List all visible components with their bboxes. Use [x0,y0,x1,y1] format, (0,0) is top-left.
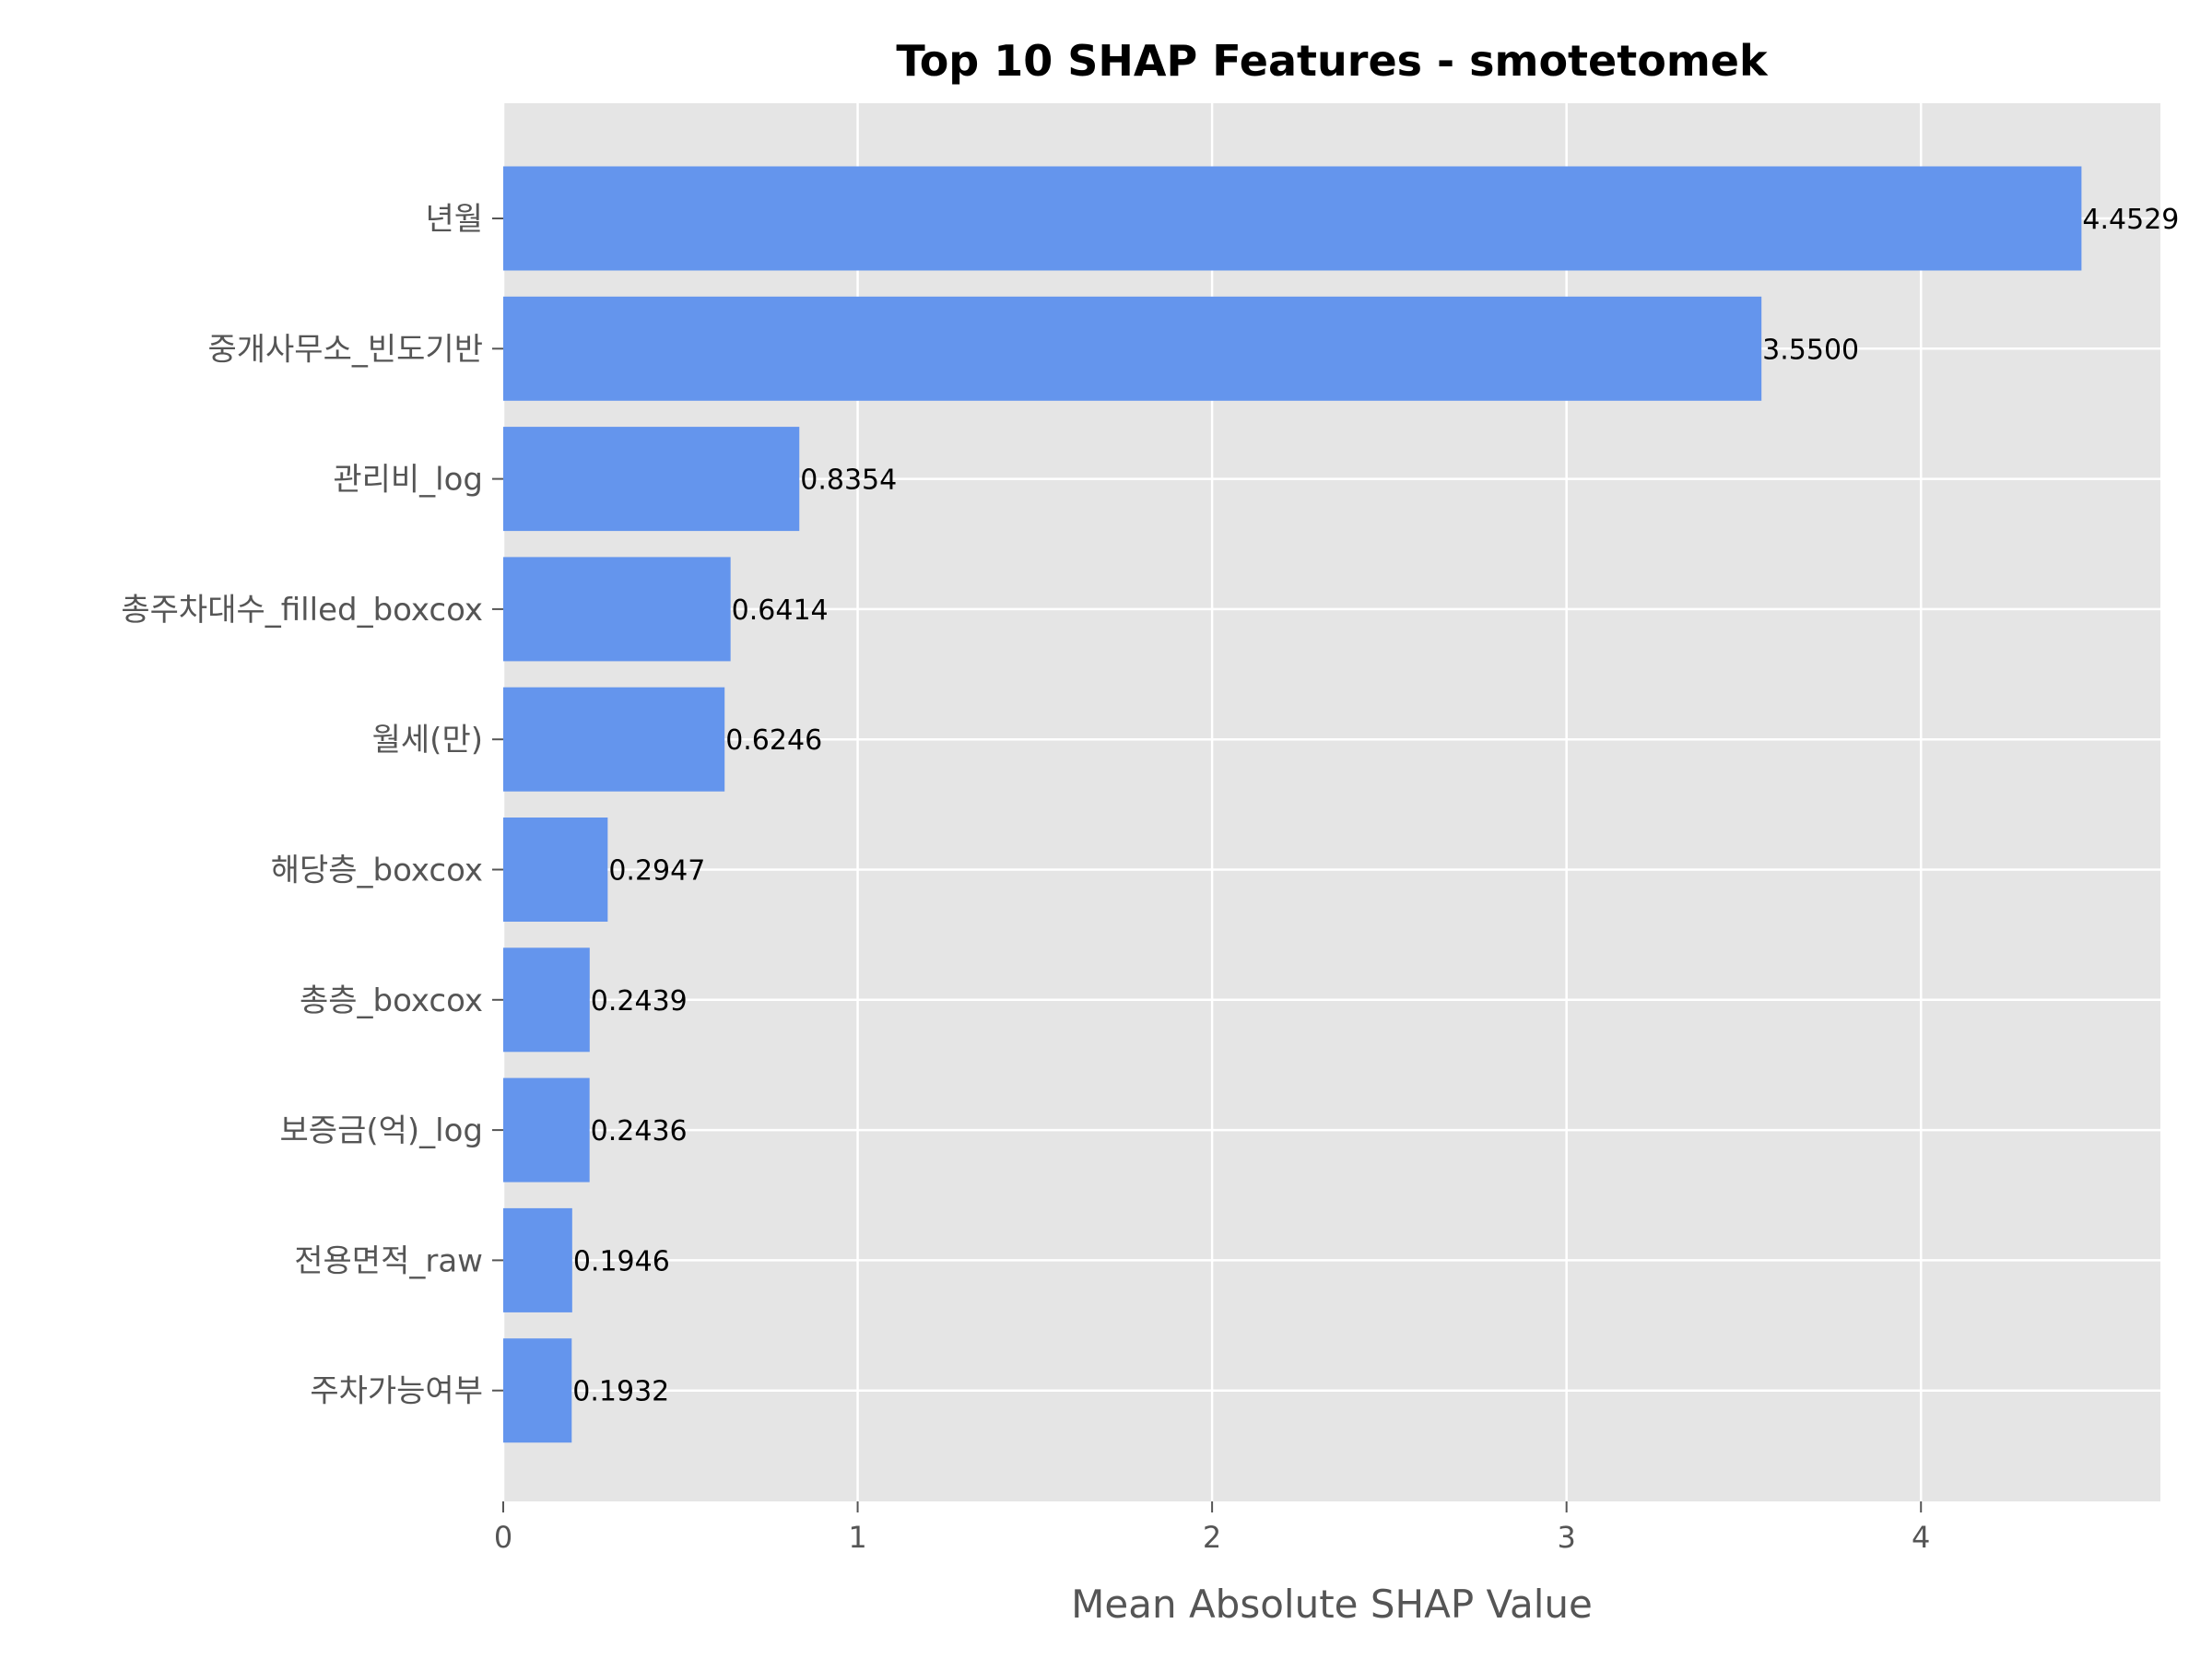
y-tick-label-9: 주차가능여부 [310,1373,483,1410]
bars [503,166,2082,1443]
data-label-8: 0.1946 [573,1245,670,1277]
x-tick-label-3: 3 [1557,1520,1575,1555]
data-label-6: 0.2439 [591,985,688,1018]
x-tick-label-0: 0 [494,1520,512,1555]
data-label-0: 4.4529 [2082,204,2179,236]
bar-4 [503,687,725,792]
data-labels: 4.4529 3.5500 0.8354 0.6414 0.6246 0.2947 0.24… [572,204,2179,1408]
y-tick-label-6: 총층_boxcox [300,982,483,1019]
data-label-7: 0.2436 [591,1115,688,1147]
bar-7 [503,1077,590,1182]
y-tick-label-8: 전용면적_raw [294,1242,483,1279]
y-tick-label-0: 년월 [425,201,483,238]
chart-title: Top 10 SHAP Features - smotetomek [896,36,1769,86]
bar-8 [503,1207,572,1312]
x-tick-label-2: 2 [1203,1520,1221,1555]
data-label-5: 0.2947 [608,855,705,888]
y-tick-label-4: 월세(만) [372,722,483,759]
data-label-9: 0.1932 [572,1376,669,1408]
bar-2 [503,427,800,532]
y-tick-label-1: 중개사무소_빈도기반 [207,331,483,368]
bar-6 [503,947,590,1053]
x-tick-label-1: 1 [848,1520,866,1555]
data-label-4: 0.6246 [725,724,822,757]
data-label-1: 3.5500 [1762,334,1859,366]
bar-0 [503,166,2082,271]
bar-9 [503,1338,572,1443]
y-tick-label-5: 해당층_boxcox [271,853,483,889]
y-tick-label-2: 관리비_log [333,462,483,499]
data-label-2: 0.8354 [800,465,897,497]
bar-5 [503,818,608,922]
y-tick-label-3: 총주차대수_filled_boxcox [121,592,483,629]
x-tick-label-4: 4 [1912,1520,1930,1555]
data-label-3: 0.6414 [732,594,829,627]
bar-3 [503,557,731,662]
x-axis-ticks: 0 1 2 3 4 [494,1501,1930,1555]
y-tick-label-7: 보증금(억)_log [280,1112,483,1149]
bar-1 [503,296,1762,401]
x-axis-label: Mean Absolute SHAP Value [1071,1582,1593,1627]
